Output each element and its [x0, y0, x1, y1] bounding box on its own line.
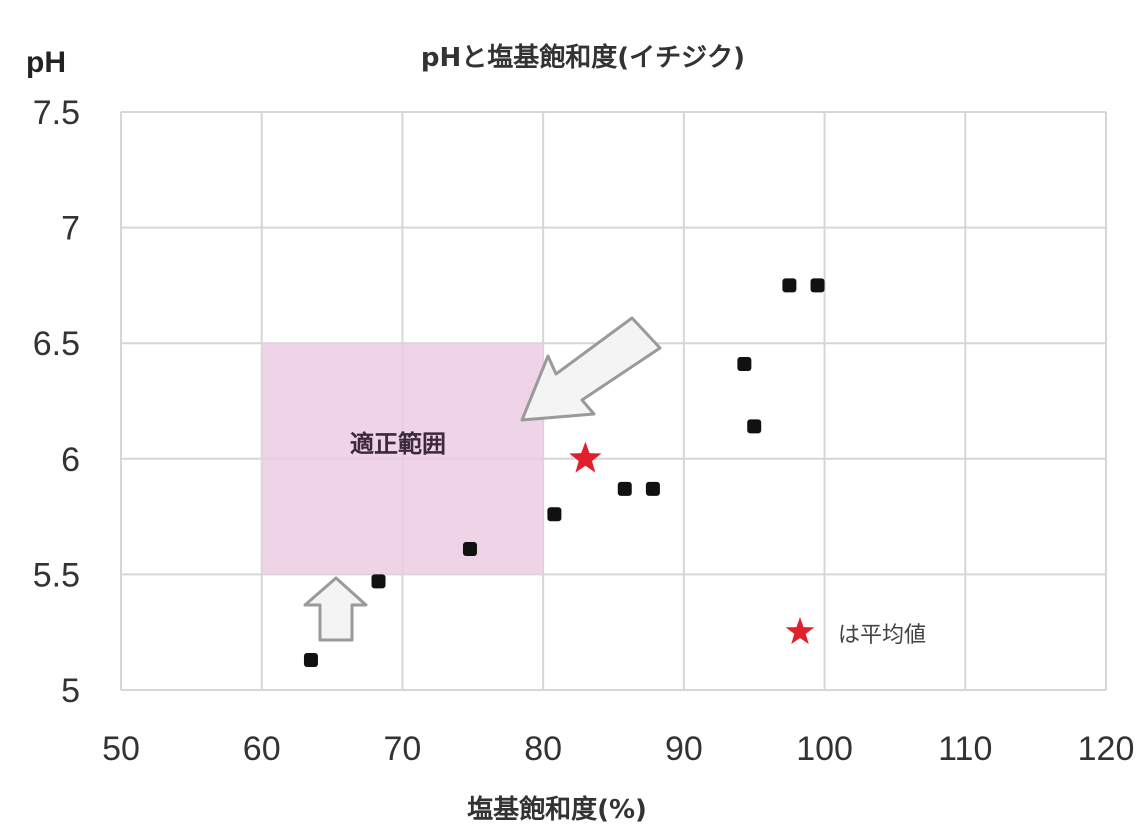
- x-tick-label: 80: [524, 730, 562, 768]
- data-point: [617, 481, 632, 496]
- data-points: [303, 278, 825, 667]
- optimal-range-label: 適正範囲: [350, 430, 446, 458]
- up-arrow-icon: [303, 576, 368, 642]
- average-point: [569, 441, 602, 473]
- data-point: [371, 574, 386, 589]
- arrows: [303, 316, 662, 642]
- x-tick-label: 90: [665, 730, 703, 768]
- data-point: [547, 507, 562, 522]
- x-tick-label: 50: [102, 730, 140, 768]
- y-tick-label: 7.5: [33, 94, 80, 132]
- y-tick-label: 5.5: [33, 556, 80, 594]
- x-tick-label: 70: [384, 730, 422, 768]
- y-tick-label: 5: [61, 672, 80, 710]
- data-point: [747, 419, 762, 434]
- data-point: [462, 541, 477, 556]
- y-tick-label: 7: [61, 210, 80, 248]
- x-tick-label: 60: [243, 730, 281, 768]
- data-point: [737, 357, 752, 372]
- y-tick-label: 6.5: [33, 325, 80, 363]
- y-axis-label: pH: [26, 46, 66, 79]
- legend: は平均値: [785, 617, 926, 648]
- legend-label: は平均値: [838, 623, 926, 648]
- chart-title: pHと塩基飽和度(イチジク): [421, 42, 745, 73]
- legend-star-icon: [785, 617, 815, 645]
- x-tick-label: 110: [938, 730, 992, 768]
- diagonal-arrow-icon: [520, 316, 662, 422]
- axis-tick-labels: 50 60 70 80 90 100 110 120 5 5.5 6 6.5 7 7.5: [33, 94, 1135, 768]
- x-axis-label: 塩基飽和度(%): [467, 794, 647, 825]
- data-point: [782, 278, 797, 293]
- data-point: [303, 652, 318, 667]
- optimal-range-region: [261, 343, 544, 575]
- x-tick-label: 120: [1078, 730, 1135, 768]
- data-point: [810, 278, 825, 293]
- y-tick-label: 6: [61, 441, 80, 479]
- x-tick-label: 100: [796, 730, 853, 768]
- data-point: [645, 481, 660, 496]
